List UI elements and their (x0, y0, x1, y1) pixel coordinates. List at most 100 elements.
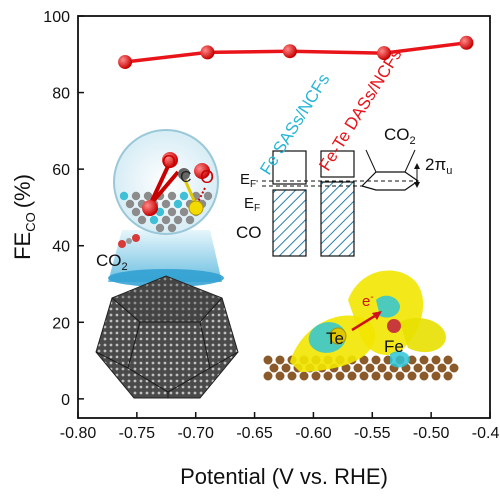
lattice-atom (131, 191, 141, 201)
lattice-atom (161, 215, 171, 225)
energy-diagram: EF' EF CO CO2 2πu Fe SASs/NCFs Fe-Te DAS… (236, 45, 452, 257)
lattice-atom (203, 191, 213, 201)
lattice-atom (149, 215, 159, 225)
substrate-atom (275, 371, 285, 381)
co2-orbital-label: CO2 (384, 125, 416, 147)
co-label: CO (236, 223, 262, 242)
data-point (459, 35, 474, 50)
substrate-atom (353, 363, 363, 373)
substrate-atom (383, 371, 393, 381)
y-tick-label: 40 (52, 239, 70, 256)
substrate-atom (359, 355, 369, 365)
co2-molecule-small (118, 234, 140, 248)
te-label: Te (326, 329, 344, 348)
lattice-atom (185, 215, 195, 225)
lattice-atom (119, 191, 129, 201)
pi-u-label: 2πu (425, 155, 452, 177)
x-tick-label: -0.55 (354, 425, 391, 442)
charge-yellow-lobe-3 (400, 317, 446, 353)
charge-density-picture: Te Fe e- (263, 270, 459, 381)
substrate-atom (443, 355, 453, 365)
lattice-atom (143, 191, 153, 201)
lattice-atom (167, 191, 177, 201)
electron-transfer-arrow (351, 312, 379, 332)
fe-sass-band-empty (272, 150, 307, 185)
substrate-atom (365, 363, 375, 373)
x-tick-label: -0.50 (413, 425, 450, 442)
c-ball (178, 168, 190, 180)
substrate-atom (407, 355, 417, 365)
x-tick-label: -0.75 (119, 425, 156, 442)
lattice-atom (173, 199, 183, 209)
substrate-atom (371, 371, 381, 381)
lattice-atom (137, 215, 147, 225)
substrate-atom (425, 363, 435, 373)
substrate-atom (269, 363, 279, 373)
ef-prime-label: EF' (240, 171, 258, 190)
lattice-atom (131, 207, 141, 217)
substrate-atom (281, 363, 291, 373)
substrate-atom (413, 363, 423, 373)
te-atom (329, 327, 347, 345)
substrate-atom (449, 363, 459, 373)
substrate-atom (419, 371, 429, 381)
charge-cyan-lobe-3 (390, 351, 410, 368)
zoom-circle: O C O (113, 129, 219, 235)
lattice-atom (179, 207, 189, 217)
y-tick-label: 20 (52, 315, 70, 332)
substrate-atom (347, 371, 357, 381)
fe-atom (387, 319, 401, 333)
o-right-ball (194, 163, 210, 179)
electron-label: e- (362, 292, 374, 310)
substrate-atom (431, 371, 441, 381)
o-left-label: O (162, 152, 176, 172)
substrate-atom (443, 371, 453, 381)
data-point (200, 45, 215, 60)
lattice-atom (125, 199, 135, 209)
fe-atom-label: Fe (384, 337, 404, 356)
substrate-atom (287, 371, 297, 381)
substrate-atom (341, 363, 351, 373)
x-axis-title: Potential (V vs. RHE) (180, 464, 388, 489)
data-point (118, 54, 133, 69)
substrate-atom (263, 355, 273, 365)
lattice-atom (161, 199, 171, 209)
y-tick-label: 80 (52, 86, 70, 103)
fe-sass-band-filled (272, 189, 307, 257)
x-tick-label: -0.65 (236, 425, 273, 442)
fete-band-empty (320, 150, 355, 178)
substrate-atom (311, 371, 321, 381)
inset-illustration: O C O CO2 EF' EF CO (95, 45, 459, 399)
plot-frame (77, 15, 491, 419)
fe-site-ball (142, 200, 158, 216)
substrate-atom (323, 371, 333, 381)
substrate-atom (299, 371, 309, 381)
dodecahedron-particle (95, 275, 239, 399)
fe-co-series (118, 35, 474, 69)
y-axis-ticks: 0 20 40 60 80 100 (43, 9, 84, 409)
substrate-atom (275, 355, 285, 365)
o-right-label: O (200, 167, 214, 187)
substrate-atom (371, 355, 381, 365)
charge-cyan-lobe-2 (376, 295, 400, 318)
lattice-atom (173, 215, 183, 225)
substrate-atom (359, 371, 369, 381)
co2-left-label: CO2 (96, 251, 128, 273)
data-point (377, 46, 392, 61)
c-label: C (180, 169, 192, 186)
fete-dass-label: Fe-Te DASs/NCFs (315, 45, 405, 174)
substrate-atom (437, 363, 447, 373)
fete-band-filled (320, 181, 355, 257)
zoom-beam (108, 230, 222, 282)
y-axis-title: FECO(%) (10, 174, 38, 260)
o-left-ball (162, 152, 178, 168)
y-tick-label: 100 (43, 9, 70, 26)
y-tick-label: 60 (52, 162, 70, 179)
substrate-atom (377, 363, 387, 373)
lattice-atom (155, 223, 165, 233)
substrate-atom (395, 371, 405, 381)
substrate-atom (419, 355, 429, 365)
y-tick-label: 0 (61, 392, 70, 409)
lattice-atom (167, 207, 177, 217)
